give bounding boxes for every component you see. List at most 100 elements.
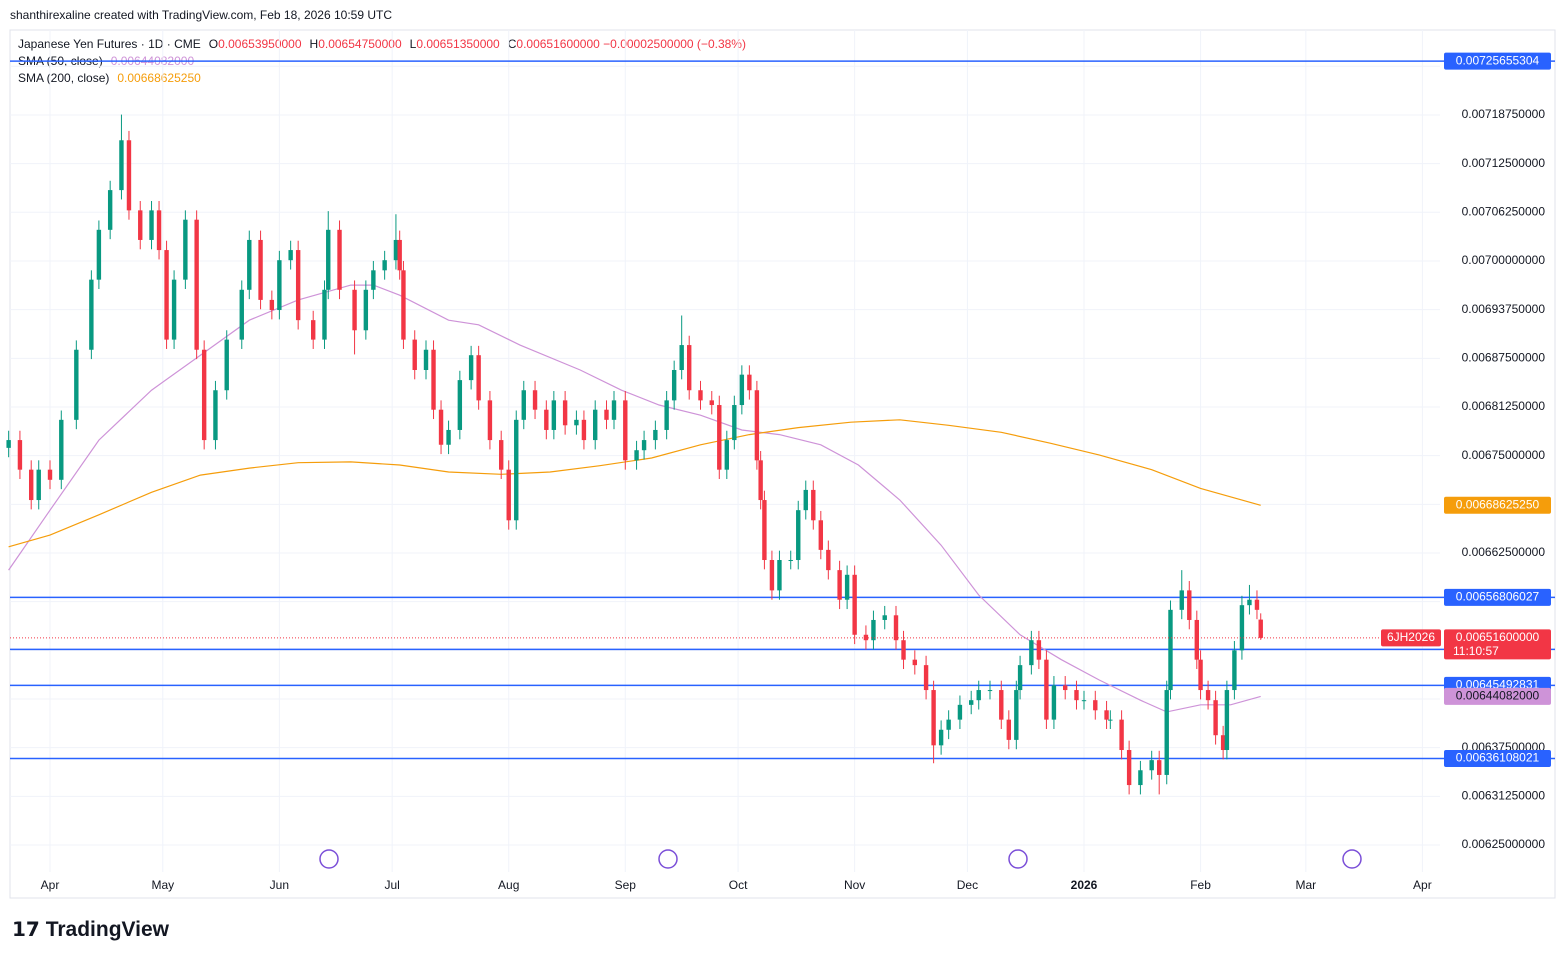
candle-body xyxy=(1108,719,1113,721)
candle-body xyxy=(957,704,963,720)
sma-legend-item: SMA (200, close) 0.00668625250 xyxy=(18,70,746,87)
y-tick-label: 0.00675000000 xyxy=(1462,448,1546,462)
x-tick-label: Jul xyxy=(384,878,399,892)
sma-badge-bg xyxy=(1444,496,1551,514)
candle-body xyxy=(604,409,609,420)
candle-body xyxy=(754,390,760,461)
candle-body xyxy=(326,229,331,290)
candle-body xyxy=(882,615,887,620)
candle-body xyxy=(258,239,263,300)
ohlc-value: 0.00651350000 xyxy=(416,37,500,51)
y-tick-label: 0.00700000000 xyxy=(1462,253,1546,267)
candle-body xyxy=(382,260,387,271)
candle-body xyxy=(931,690,936,746)
candle-body xyxy=(758,460,763,501)
candle-body xyxy=(1157,760,1162,775)
candle-body xyxy=(506,469,511,521)
candle-body xyxy=(1247,599,1252,606)
candle-body xyxy=(1198,659,1203,691)
candle-body xyxy=(671,369,677,401)
candle-body xyxy=(641,440,647,451)
candle-body xyxy=(269,299,275,311)
countdown: 11:10:57 xyxy=(1453,644,1499,658)
candle-body xyxy=(653,429,658,441)
candle-body xyxy=(532,390,538,410)
ohlc-value: 0.00654750000 xyxy=(318,37,402,51)
candles xyxy=(6,114,1263,795)
candle-body xyxy=(1179,590,1184,610)
candle-body xyxy=(796,510,801,561)
candle-body xyxy=(438,409,444,445)
candle-body xyxy=(423,349,429,370)
candle-body xyxy=(969,700,974,705)
chart: 0.006250000000.006312500000.006375000000… xyxy=(6,29,1556,899)
candle-body xyxy=(371,270,376,290)
candle-body xyxy=(1232,650,1237,691)
x-tick-label: May xyxy=(151,878,174,892)
axes: 0.006250000000.006312500000.006375000000… xyxy=(41,58,1546,892)
legend-change: −0.00002500000 (−0.38%) xyxy=(603,37,746,51)
candle-body xyxy=(74,349,79,420)
sma-badge: 0.00644082000 xyxy=(1456,689,1540,703)
candle-body xyxy=(431,349,436,410)
candle-body xyxy=(709,400,714,406)
candle-body xyxy=(194,219,199,350)
candle-body xyxy=(1063,685,1068,691)
y-tick-label: 0.00712500000 xyxy=(1462,156,1546,170)
x-tick-label: Feb xyxy=(1190,878,1211,892)
sma-line xyxy=(8,419,1261,548)
x-tick-label: Apr xyxy=(41,878,60,892)
event-icon[interactable] xyxy=(658,849,678,869)
y-tick-label: 0.00681250000 xyxy=(1462,399,1546,413)
candle-body xyxy=(397,239,402,271)
candle-body xyxy=(6,440,11,448)
candle-body xyxy=(769,560,775,591)
candle-body xyxy=(679,345,684,370)
candle-body xyxy=(852,574,857,635)
candle-body xyxy=(1044,659,1049,720)
candle-body xyxy=(401,270,406,340)
event-icon[interactable] xyxy=(319,849,339,869)
header: shanthirexaline created with TradingView… xyxy=(10,8,392,22)
candle-body xyxy=(739,374,745,406)
sma-name: SMA (200, close) xyxy=(18,71,110,85)
candle-body xyxy=(412,339,417,370)
candle-body xyxy=(611,400,617,420)
hline-label-bg xyxy=(1444,750,1551,768)
candle-body xyxy=(514,419,519,521)
horizontal-lines xyxy=(10,60,1555,760)
candle-body xyxy=(352,289,357,331)
candle-body xyxy=(581,419,587,441)
candle-body xyxy=(634,450,639,461)
candle-body xyxy=(1081,700,1087,702)
events xyxy=(319,849,1362,869)
candle-body xyxy=(1138,770,1143,786)
event-icon[interactable] xyxy=(1008,849,1028,869)
candle-body xyxy=(311,320,316,340)
candle-body xyxy=(1187,590,1192,620)
y-tick-label: 0.00687500000 xyxy=(1462,350,1546,364)
ohlc-key: C xyxy=(507,37,517,51)
hline-label: 0.00725655304 xyxy=(1456,53,1540,67)
event-icon[interactable] xyxy=(1342,849,1362,869)
candle-body xyxy=(1017,665,1023,691)
hline-label: 0.00636108021 xyxy=(1456,751,1540,765)
ohlc-key: O xyxy=(208,37,219,51)
candle-body xyxy=(1093,700,1098,711)
candle-body xyxy=(788,560,793,562)
y-tick-label: 0.00706250000 xyxy=(1462,204,1546,218)
candle-body xyxy=(562,400,568,426)
candle-body xyxy=(976,690,981,701)
candle-body xyxy=(826,549,831,571)
x-tick-label: Nov xyxy=(844,878,865,892)
grid xyxy=(10,30,1440,872)
candle-body xyxy=(593,409,598,441)
candle-body xyxy=(149,210,154,240)
candle-body xyxy=(213,390,218,441)
price-badge-bg xyxy=(1444,629,1551,660)
y-tick-label: 0.00718750000 xyxy=(1462,107,1546,121)
ohlc-value: 0.00651600000 xyxy=(516,37,600,51)
candle-body xyxy=(1036,640,1042,660)
candle-body xyxy=(844,574,850,600)
candle-body xyxy=(1224,690,1230,751)
